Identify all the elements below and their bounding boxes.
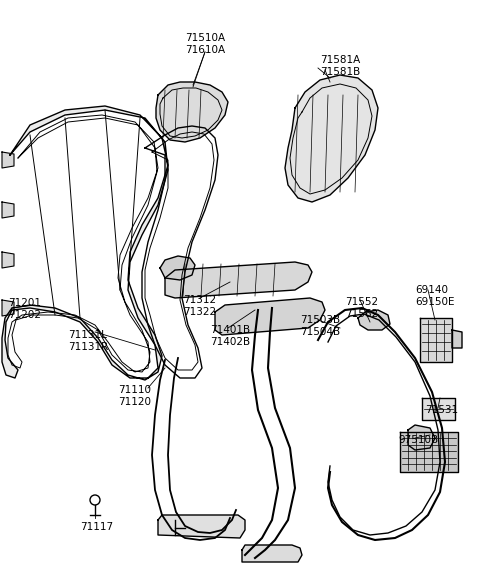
Polygon shape	[420, 318, 452, 362]
Polygon shape	[358, 310, 390, 330]
Text: 71110
71120: 71110 71120	[118, 385, 151, 406]
Text: 71531: 71531	[425, 405, 458, 415]
Text: 71131L
71131R: 71131L 71131R	[68, 330, 108, 352]
Text: 97510B: 97510B	[398, 435, 438, 445]
Polygon shape	[2, 300, 14, 316]
Polygon shape	[400, 432, 458, 472]
Text: 71401B
71402B: 71401B 71402B	[210, 325, 250, 347]
Text: 69140
69150E: 69140 69150E	[415, 285, 455, 307]
Polygon shape	[2, 106, 168, 380]
Polygon shape	[285, 75, 378, 202]
Polygon shape	[242, 545, 302, 562]
Text: 71510A
71610A: 71510A 71610A	[185, 33, 225, 55]
Polygon shape	[165, 262, 312, 298]
Text: 71201
71202: 71201 71202	[8, 298, 41, 320]
Text: 71552
71562: 71552 71562	[345, 297, 378, 319]
Text: 71581A
71581B: 71581A 71581B	[320, 55, 360, 76]
Polygon shape	[215, 298, 325, 335]
Polygon shape	[408, 425, 435, 450]
Polygon shape	[2, 202, 14, 218]
Polygon shape	[2, 252, 14, 268]
Polygon shape	[160, 256, 195, 280]
Polygon shape	[452, 330, 462, 348]
Polygon shape	[2, 152, 14, 168]
Polygon shape	[158, 515, 245, 538]
Text: 71312
71322: 71312 71322	[183, 295, 216, 316]
Text: 71117: 71117	[80, 522, 113, 532]
Polygon shape	[156, 82, 228, 142]
Polygon shape	[422, 398, 455, 420]
Text: 71503B
71504B: 71503B 71504B	[300, 315, 340, 337]
